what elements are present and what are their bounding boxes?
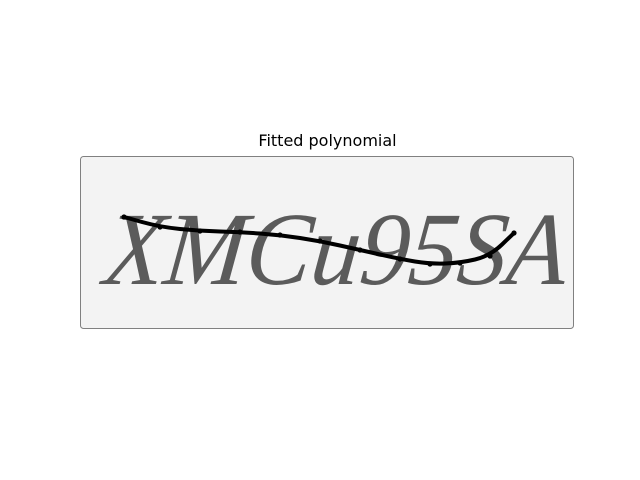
fit-point <box>237 229 243 235</box>
fit-point <box>457 260 463 266</box>
fit-point <box>427 261 433 267</box>
fit-point <box>317 238 323 244</box>
fit-sample-points <box>121 214 517 267</box>
fit-point <box>487 253 493 259</box>
fitted-polynomial-curve <box>122 215 516 266</box>
fit-point <box>197 228 203 234</box>
fit-point <box>511 230 517 236</box>
fit-point <box>157 224 163 230</box>
fit-point <box>121 214 127 220</box>
captcha-image-panel: XMCu95SA <box>80 156 574 329</box>
fit-point <box>397 256 403 262</box>
fit-point <box>357 247 363 253</box>
fit-point <box>277 232 283 238</box>
captcha-text: XMCu95SA <box>96 191 574 307</box>
figure-title: Fitted polynomial <box>258 131 397 150</box>
captcha-svg: XMCu95SA <box>80 156 574 329</box>
